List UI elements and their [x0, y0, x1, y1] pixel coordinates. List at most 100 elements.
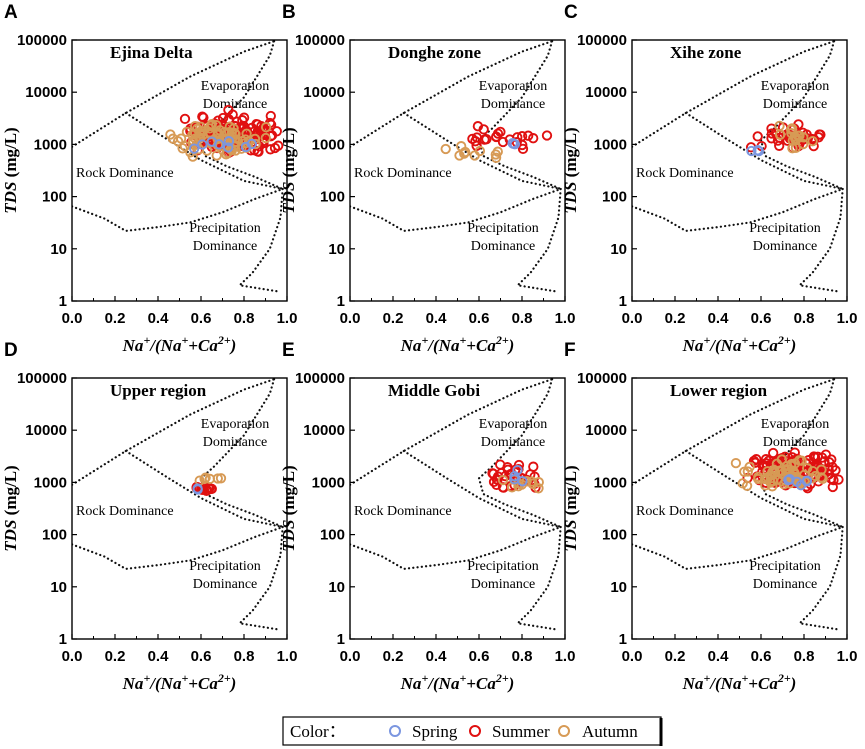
y-tick-label: 10000 — [25, 84, 67, 101]
data-points — [191, 472, 227, 496]
region-label-precipitation-dominance: Dominance — [471, 577, 536, 592]
boundary-curve-4 — [124, 111, 284, 191]
point-summer — [751, 454, 762, 465]
y-tick-label: 10000 — [585, 84, 627, 101]
boundary-curve-0 — [350, 40, 554, 148]
x-tick-label: 0.8 — [234, 310, 255, 327]
point-spring — [223, 136, 235, 147]
boundary-curve-0 — [632, 378, 836, 486]
point-autumn — [177, 143, 188, 154]
point-autumn — [181, 126, 193, 138]
panel-letter: E — [282, 340, 295, 361]
x-tick-label: 1.0 — [837, 310, 858, 327]
x-tick-label: 0.6 — [751, 648, 772, 665]
point-spring — [192, 483, 203, 494]
x-tick-label: 0.4 — [148, 648, 170, 665]
x-tick-label: 0.2 — [105, 648, 126, 665]
point-spring — [189, 143, 200, 154]
point-autumn — [742, 466, 753, 477]
point-autumn — [167, 133, 179, 144]
boundary-curve-2 — [515, 525, 562, 631]
y-tick-label: 1 — [337, 293, 345, 310]
boundary-curve-2 — [237, 525, 284, 631]
point-autumn — [766, 470, 777, 481]
region-label-evaporation-dominance: Dominance — [763, 435, 828, 450]
y-tick-label: 100 — [320, 527, 345, 544]
boundary-curve-3 — [632, 525, 844, 571]
x-tick-label: 0.0 — [622, 648, 643, 665]
panel-c: C Xihe zone Evaporation Dominance Rock Domin… — [561, 2, 857, 355]
y-tick-label: 1 — [619, 293, 627, 310]
point-summer — [808, 140, 819, 152]
point-summer — [768, 447, 779, 459]
y-tick-label: 100000 — [17, 370, 67, 387]
point-autumn — [211, 150, 222, 161]
x-tick-label: 0.8 — [512, 648, 533, 665]
y-tick-label: 10000 — [303, 84, 345, 101]
x-tick-label: 0.0 — [62, 310, 83, 327]
region-label-precipitation: Precipitation — [189, 559, 261, 574]
region-label-rock-dominance: Rock Dominance — [354, 504, 452, 519]
region-label-rock-dominance: Rock Dominance — [76, 166, 174, 181]
point-spring — [213, 139, 225, 150]
boundary-curve-2 — [515, 187, 562, 293]
y-tick-label: 10 — [610, 241, 627, 258]
panel-title: Middle Gobi — [388, 381, 480, 400]
region-label-precipitation-dominance: Dominance — [193, 577, 258, 592]
point-autumn — [199, 473, 210, 485]
y-axis-label: TDS (mg/L) — [561, 465, 580, 551]
point-autumn — [753, 473, 764, 485]
point-spring — [223, 142, 234, 153]
x-tick-label: 0.4 — [426, 310, 448, 327]
x-tick-label: 1.0 — [277, 648, 298, 665]
y-axis-label: TDS (mg/L) — [561, 127, 580, 213]
y-tick-label: 100000 — [577, 370, 627, 387]
x-tick-label: 0.8 — [512, 310, 533, 327]
point-summer — [774, 140, 785, 151]
x-tick-label: 0.0 — [340, 310, 361, 327]
panel-title: Lower region — [670, 381, 768, 400]
legend-box — [282, 716, 662, 746]
x-tick-label: 0.6 — [191, 310, 212, 327]
region-label-evaporation-dominance: Dominance — [203, 97, 268, 112]
point-spring — [197, 139, 208, 150]
region-label-evaporation-dominance: Dominance — [203, 435, 268, 450]
point-autumn — [521, 476, 532, 487]
x-tick-label: 0.4 — [708, 310, 730, 327]
y-tick-label: 1000 — [594, 474, 627, 491]
region-label-precipitation: Precipitation — [749, 221, 821, 236]
legend-marker-summer — [469, 725, 481, 737]
point-autumn — [260, 122, 272, 133]
y-tick-label: 100 — [602, 189, 627, 206]
x-tick-label: 0.4 — [426, 648, 448, 665]
y-tick-label: 1000 — [594, 136, 627, 153]
point-spring — [512, 464, 523, 476]
y-tick-label: 1000 — [312, 474, 345, 491]
y-tick-label: 10 — [50, 579, 67, 596]
x-tick-label: 0.0 — [62, 648, 83, 665]
panel-b: B Donghe zone Evaporation Dominance Rock Dom… — [279, 2, 575, 355]
boundary-curve-3 — [72, 525, 284, 571]
x-tick-label: 0.2 — [665, 310, 686, 327]
point-autumn — [211, 120, 222, 131]
y-tick-label: 100 — [42, 189, 67, 206]
point-autumn — [794, 455, 805, 466]
panel-title: Upper region — [110, 381, 207, 400]
legend-marker-spring — [389, 725, 401, 737]
point-summer — [492, 474, 503, 485]
panel-a: A Ejina Delta Evaporation Dominance Rock Dom… — [1, 2, 297, 355]
data-points — [487, 459, 544, 494]
region-label-precipitation: Precipitation — [467, 559, 539, 574]
y-tick-label: 100000 — [577, 32, 627, 49]
y-tick-label: 100000 — [295, 32, 345, 49]
x-tick-label: 0.8 — [794, 648, 815, 665]
point-summer — [833, 474, 844, 485]
x-axis-label: Na+/(Na++Ca2+) — [122, 333, 237, 355]
x-tick-label: 0.0 — [340, 648, 361, 665]
y-axis-label: TDS (mg/L) — [1, 465, 20, 551]
point-summer — [502, 464, 514, 475]
data-points — [440, 121, 553, 163]
region-label-precipitation-dominance: Dominance — [471, 239, 536, 254]
point-autumn — [497, 474, 509, 486]
